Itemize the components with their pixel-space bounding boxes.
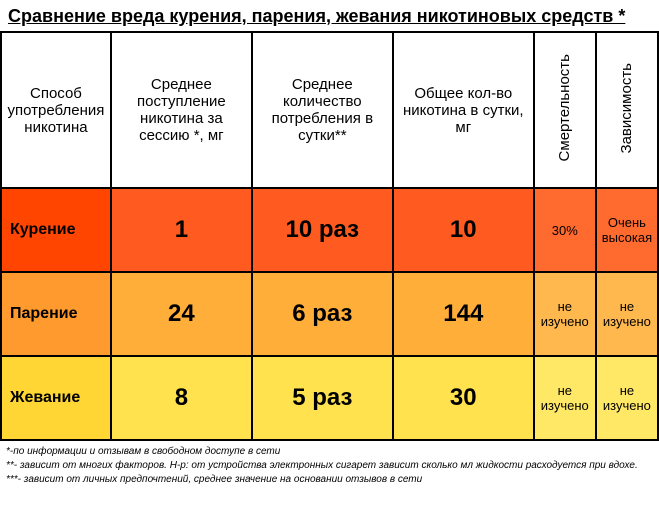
cell-freq: 6 раз: [252, 272, 393, 356]
cell-mortality: не изучено: [534, 356, 596, 440]
comparison-table: Способ употребления никотина Среднее пос…: [0, 31, 659, 441]
footnote-1: *-по информации и отзывам в свободном до…: [6, 445, 653, 458]
header-total: Общее кол-во никотина в сутки, мг: [393, 32, 534, 188]
cell-dependence: Очень высокая: [596, 188, 658, 272]
header-mortality: Смертельность: [534, 32, 596, 188]
footnotes: *-по информации и отзывам в свободном до…: [0, 441, 659, 491]
cell-mortality: 30%: [534, 188, 596, 272]
table-row: Парение246 раз144не изученоне изучено: [1, 272, 658, 356]
row-label: Жевание: [1, 356, 111, 440]
footnote-2: **- зависит от многих факторов. Н-р: от …: [6, 459, 653, 472]
cell-total: 10: [393, 188, 534, 272]
header-freq: Среднее количество потребления в сутки**: [252, 32, 393, 188]
table-row: Курение110 раз1030%Очень высокая: [1, 188, 658, 272]
cell-mortality: не изучено: [534, 272, 596, 356]
header-method: Способ употребления никотина: [1, 32, 111, 188]
row-label: Курение: [1, 188, 111, 272]
cell-freq: 5 раз: [252, 356, 393, 440]
header-dependence: Зависимость: [596, 32, 658, 188]
cell-nicotine: 24: [111, 272, 252, 356]
cell-total: 144: [393, 272, 534, 356]
page-title: Сравнение вреда курения, парения, жевани…: [0, 0, 659, 31]
cell-nicotine: 8: [111, 356, 252, 440]
cell-freq: 10 раз: [252, 188, 393, 272]
cell-total: 30: [393, 356, 534, 440]
table-header-row: Способ употребления никотина Среднее пос…: [1, 32, 658, 188]
table-row: Жевание85 раз30не изученоне изучено: [1, 356, 658, 440]
row-label: Парение: [1, 272, 111, 356]
cell-dependence: не изучено: [596, 272, 658, 356]
cell-nicotine: 1: [111, 188, 252, 272]
footnote-3: ***- зависит от личных предпочтений, сре…: [6, 473, 653, 486]
cell-dependence: не изучено: [596, 356, 658, 440]
header-nicotine-session: Среднее поступление никотина за сессию *…: [111, 32, 252, 188]
